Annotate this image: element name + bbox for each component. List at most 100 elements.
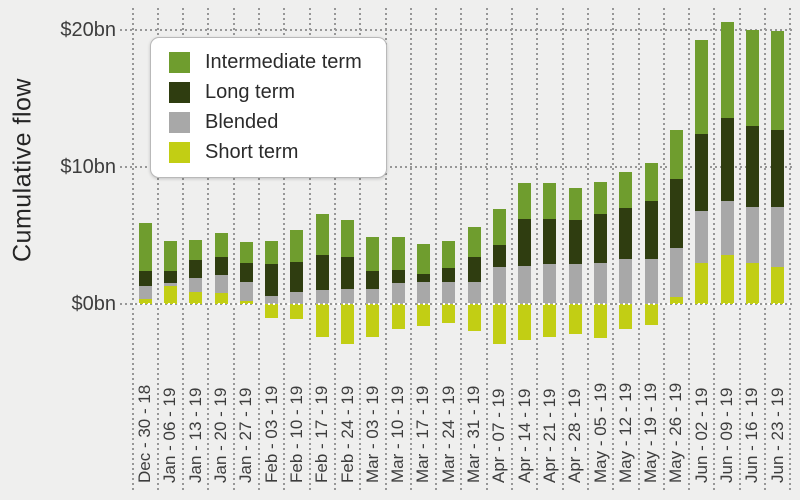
- vertical-gridline: [182, 8, 185, 491]
- short-term-swatch-icon: [169, 142, 190, 163]
- bar-segment-blended: [366, 288, 380, 304]
- vertical-gridline: [662, 8, 665, 491]
- blended-swatch-icon: [169, 112, 190, 133]
- bar-segment-blended: [416, 282, 430, 304]
- bar-segment-intermediate-term: [543, 183, 557, 220]
- bar-segment-long-term: [644, 201, 658, 259]
- y-tick-label: $10bn: [60, 156, 116, 178]
- bar-segment-blended: [594, 262, 608, 304]
- bar-segment-short-term: [568, 304, 582, 335]
- y-tick-label: $0bn: [71, 293, 117, 315]
- x-tick-label: May - 26 - 19: [666, 382, 686, 483]
- vertical-gridline: [283, 8, 286, 491]
- bar-segment-intermediate-term: [619, 172, 633, 209]
- bar-segment-intermediate-term: [771, 31, 785, 130]
- bar-segment-short-term: [214, 293, 228, 304]
- bar-segment-short-term: [619, 304, 633, 329]
- x-tick-label: Mar - 17 - 19: [413, 385, 433, 483]
- x-tick-label: Mar - 03 - 19: [362, 385, 382, 483]
- vertical-gridline: [536, 8, 539, 491]
- legend-label: Blended: [205, 111, 279, 133]
- bar-segment-short-term: [265, 304, 279, 318]
- bar-segment-blended: [138, 286, 152, 299]
- legend-label: Long term: [205, 81, 296, 103]
- bar-segment-short-term: [416, 304, 430, 326]
- x-tick-label: May - 19 - 19: [641, 382, 661, 483]
- bar-segment-long-term: [265, 264, 279, 296]
- legend-item-long-term: Long term: [169, 81, 362, 104]
- x-tick-label: Mar - 24 - 19: [438, 385, 458, 483]
- bar-segment-blended: [391, 283, 405, 304]
- vertical-gridline: [308, 8, 311, 491]
- bar-segment-short-term: [644, 304, 658, 325]
- bar-segment-blended: [163, 283, 177, 287]
- vertical-gridline: [764, 8, 766, 491]
- bar-segment-short-term: [594, 304, 608, 339]
- bar-segment-intermediate-term: [467, 227, 481, 258]
- bar-segment-long-term: [492, 245, 506, 267]
- x-tick-label: Apr - 21 - 19: [539, 388, 559, 484]
- vertical-gridline: [435, 8, 438, 491]
- x-tick-label: Jan - 27 - 19: [236, 387, 256, 483]
- vertical-gridline: [738, 8, 741, 491]
- bar-segment-blended: [315, 290, 329, 304]
- vertical-gridline: [485, 8, 488, 491]
- bar-segment-blended: [265, 295, 279, 304]
- y-tick-label: $20bn: [60, 19, 116, 41]
- horizontal-gridline: [120, 166, 794, 168]
- bar-segment-intermediate-term: [138, 223, 152, 272]
- bar-segment-blended: [189, 277, 203, 292]
- vertical-gridline: [333, 8, 336, 491]
- bar-segment-short-term: [138, 298, 152, 304]
- bar-segment-blended: [518, 265, 532, 304]
- vertical-gridline: [789, 8, 792, 491]
- vertical-gridline: [561, 8, 564, 491]
- vertical-gridline: [258, 8, 260, 491]
- bar-segment-intermediate-term: [669, 130, 683, 180]
- x-tick-label: Apr - 07 - 19: [489, 388, 509, 484]
- bar-segment-short-term: [720, 254, 734, 304]
- bar-segment-blended: [214, 275, 228, 294]
- x-tick-label: Feb - 03 - 19: [261, 385, 281, 483]
- bar-segment-intermediate-term: [442, 240, 456, 269]
- x-tick-label: Jun - 02 - 19: [691, 387, 711, 483]
- bar-segment-blended: [619, 258, 633, 304]
- bar-segment-intermediate-term: [391, 236, 405, 270]
- bar-segment-long-term: [138, 271, 152, 287]
- zero-line-overlay: [132, 303, 791, 305]
- x-tick-label: Mar - 31 - 19: [464, 385, 484, 483]
- vertical-gridline: [207, 8, 210, 491]
- x-tick-label: Jun - 16 - 19: [742, 387, 762, 483]
- x-tick-label: Dec - 30 - 18: [135, 384, 155, 483]
- legend-item-intermediate-term: Intermediate term: [169, 51, 362, 74]
- bar-segment-long-term: [391, 269, 405, 284]
- bar-segment-blended: [568, 264, 582, 304]
- bar-segment-long-term: [239, 262, 253, 283]
- bar-segment-blended: [669, 247, 683, 298]
- bar-segment-long-term: [341, 257, 355, 289]
- bar-segment-long-term: [214, 257, 228, 276]
- bar-segment-short-term: [669, 297, 683, 304]
- bar-segment-intermediate-term: [265, 240, 279, 265]
- bar-segment-blended: [442, 282, 456, 304]
- bar-segment-long-term: [518, 219, 532, 266]
- x-tick-label: Jun - 23 - 19: [767, 387, 787, 483]
- vertical-gridline: [409, 8, 412, 491]
- bar-segment-long-term: [771, 130, 785, 207]
- bar-segment-intermediate-term: [239, 242, 253, 263]
- bar-segment-short-term: [771, 267, 785, 304]
- vertical-gridline: [511, 8, 513, 491]
- x-tick-label: Feb - 24 - 19: [337, 385, 357, 483]
- bar-segment-short-term: [492, 304, 506, 344]
- bar-segment-short-term: [315, 304, 329, 337]
- bar-segment-intermediate-term: [568, 187, 582, 221]
- bar-segment-blended: [290, 291, 304, 304]
- x-tick-label: Jan - 20 - 19: [211, 387, 231, 483]
- x-tick-label: Jan - 06 - 19: [160, 387, 180, 483]
- bar-segment-short-term: [467, 304, 481, 332]
- bar-segment-long-term: [720, 117, 734, 202]
- bar-segment-long-term: [669, 179, 683, 248]
- vertical-gridline: [232, 8, 235, 491]
- bar-segment-intermediate-term: [644, 162, 658, 202]
